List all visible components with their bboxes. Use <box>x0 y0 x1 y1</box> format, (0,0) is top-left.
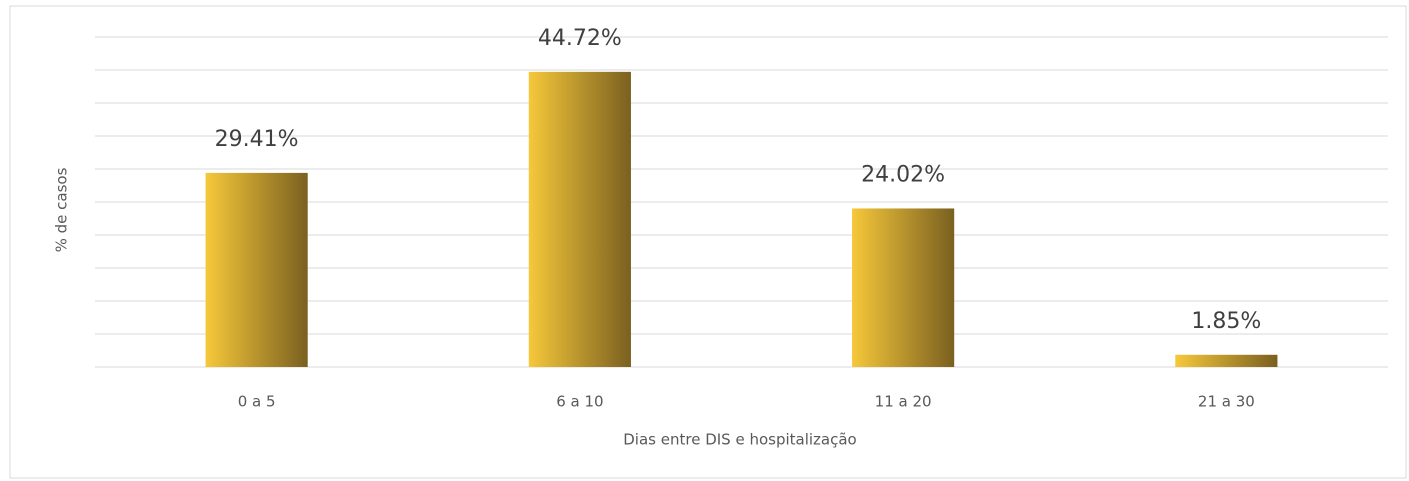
value-label: 1.85% <box>1191 309 1261 334</box>
x-tick-label: 6 a 10 <box>556 393 603 411</box>
bar <box>1175 354 1278 367</box>
bar <box>205 172 308 367</box>
x-tick-label: 11 a 20 <box>875 393 932 411</box>
chart-border <box>9 5 1407 479</box>
y-axis-label: % de casos <box>53 167 71 252</box>
value-label: 29.41% <box>215 127 299 152</box>
value-label: 24.02% <box>861 162 945 187</box>
bar <box>528 71 631 368</box>
x-tick-label: 21 a 30 <box>1198 393 1255 411</box>
x-axis-label: Dias entre DIS e hospitalização <box>623 431 856 449</box>
x-tick-label: 0 a 5 <box>238 393 276 411</box>
value-label: 44.72% <box>538 26 622 51</box>
bar <box>852 208 955 367</box>
